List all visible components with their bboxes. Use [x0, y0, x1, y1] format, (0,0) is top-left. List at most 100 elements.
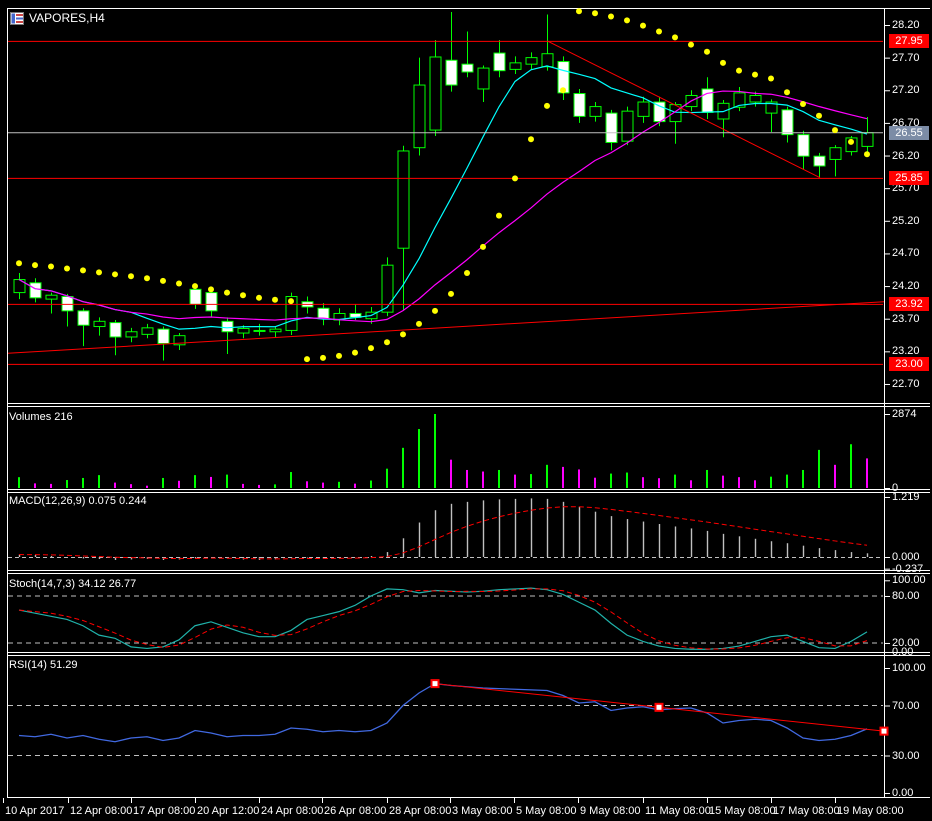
volume-bar	[674, 474, 676, 488]
candle	[93, 320, 106, 328]
trendline-anchor-marker[interactable]	[430, 679, 440, 689]
ma-slow-line	[18, 90, 868, 323]
volume-bar	[594, 477, 596, 488]
psar-dot	[272, 296, 278, 303]
candle	[765, 101, 778, 114]
volume-bar	[354, 483, 356, 488]
axis-label: 0.000	[892, 551, 920, 563]
psar-dot	[640, 22, 646, 29]
psar-dot	[496, 212, 502, 219]
psar-dot	[624, 17, 630, 24]
psar-dot	[576, 8, 582, 15]
volume-bar	[386, 468, 388, 488]
volume-bar	[258, 484, 260, 488]
candle	[573, 93, 586, 117]
time-axis-label: 9 May 08:00	[580, 805, 641, 817]
axis-label: 28.20	[892, 19, 920, 31]
volume-bar	[450, 459, 452, 488]
alert-price-badge: 25.85	[889, 171, 929, 186]
psar-dot	[288, 298, 294, 305]
psar-dot	[224, 289, 230, 296]
axis-label: 27.70	[892, 51, 920, 64]
psar-dot	[720, 59, 726, 66]
volume-bar	[802, 469, 804, 488]
axis-label: 24.20	[892, 280, 920, 293]
candle	[781, 109, 794, 136]
candle	[797, 134, 810, 157]
candle	[381, 264, 394, 313]
alert-price-badge: 23.92	[889, 297, 929, 312]
candle	[125, 331, 138, 338]
candle	[541, 53, 554, 68]
candle	[493, 52, 506, 72]
alert-price-badge: 27.95	[889, 34, 929, 49]
axis-label: 100.00	[892, 574, 926, 587]
psar-dot	[336, 352, 342, 359]
candle	[253, 329, 266, 332]
volume-bar	[738, 477, 740, 488]
axis-label: 25.20	[892, 214, 920, 227]
candle	[429, 56, 442, 131]
candle	[509, 62, 522, 70]
time-axis-label: 11 May 08:00	[645, 805, 711, 817]
volume-bar	[434, 414, 436, 488]
chart-title-label: VAPORES,H4	[29, 11, 105, 25]
psar-dot	[320, 354, 326, 361]
volume-bar	[818, 449, 820, 488]
macd-pane-label: MACD(12,26,9) 0.075 0.244	[9, 495, 147, 507]
axis-label: 80.00	[892, 589, 920, 602]
volume-bar	[530, 474, 532, 488]
candle	[237, 327, 250, 334]
volume-bar	[194, 475, 196, 488]
psar-dot	[544, 102, 550, 109]
axis-label: 0.00	[892, 787, 914, 799]
psar-dot	[752, 71, 758, 78]
psar-dot	[160, 277, 166, 284]
volume-bar	[290, 472, 292, 488]
volume-bar	[610, 473, 612, 488]
psar-dot	[512, 175, 518, 182]
axis-label: 26.20	[892, 149, 920, 162]
time-axis-label: 20 Apr 12:00	[197, 805, 260, 817]
time-axis-label: 19 May 08:00	[837, 805, 904, 817]
psar-dot	[800, 100, 806, 107]
volume-bar	[370, 480, 372, 488]
candle	[173, 335, 186, 346]
psar-dot	[176, 280, 182, 287]
candle	[189, 288, 202, 305]
volume-bar	[50, 483, 52, 488]
psar-dot	[656, 28, 662, 35]
volume-bar	[18, 477, 20, 488]
volume-bar	[834, 464, 836, 488]
volume-bar	[274, 484, 276, 488]
time-axis-label: 17 Apr 08:00	[133, 805, 196, 817]
candle	[141, 327, 154, 335]
psar-dot	[448, 290, 454, 297]
volume-bar	[114, 482, 116, 488]
candle	[29, 282, 42, 299]
volume-bar	[98, 475, 100, 488]
time-axis-label: 5 May 08:00	[516, 805, 577, 817]
volume-bar	[162, 477, 164, 488]
psar-dot	[832, 127, 838, 134]
stoch-k-line	[18, 587, 868, 650]
volume-bar	[338, 481, 340, 488]
candle	[205, 292, 218, 312]
psar-dot	[528, 136, 534, 143]
psar-dot	[688, 41, 694, 48]
psar-dot	[256, 294, 262, 301]
trendline-anchor-marker[interactable]	[879, 726, 889, 736]
time-axis-label: 24 Apr 08:00	[261, 805, 324, 817]
candle	[605, 112, 618, 143]
resistance-descending-trendline[interactable]	[547, 40, 821, 179]
trendline-anchor-marker[interactable]	[654, 702, 664, 712]
psar-dot	[80, 267, 86, 274]
psar-dot	[96, 269, 102, 276]
axis-label: 30.00	[892, 749, 920, 762]
support-ascending-trendline[interactable]	[7, 301, 885, 354]
volume-bar	[722, 475, 724, 488]
psar-dot	[736, 67, 742, 74]
psar-dot	[848, 138, 854, 145]
alert-price-badge: 23.00	[889, 357, 929, 372]
